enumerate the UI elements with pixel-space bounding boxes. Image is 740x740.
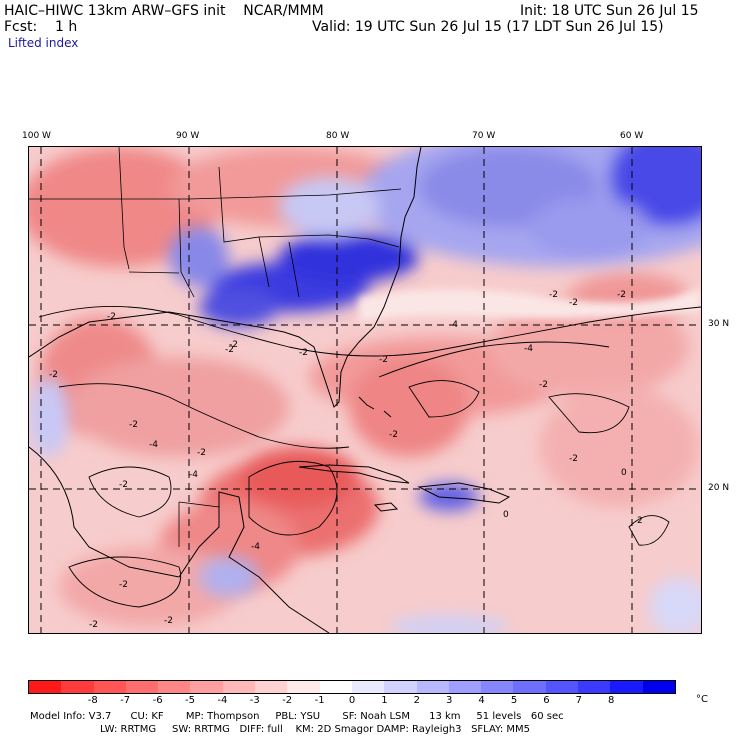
contour-label: -2 xyxy=(107,312,116,322)
colorbar-tick-label: 5 xyxy=(510,695,518,706)
colorbar-tick-label: 0 xyxy=(348,695,356,706)
neutral-band xyxy=(359,287,701,322)
colorbar-swatch xyxy=(642,681,675,693)
contour-label: -2 xyxy=(299,348,308,358)
contour-label: -2 xyxy=(225,345,234,355)
contour-label: -2 xyxy=(569,454,578,464)
contour-label: -2 xyxy=(119,480,128,490)
contour-label: -2 xyxy=(49,370,58,380)
colorbar-tick-label: 4 xyxy=(478,695,485,706)
contour-label: -2 xyxy=(379,355,388,365)
contour-label: 0 xyxy=(503,510,509,520)
lon-label-80w: 80 W xyxy=(326,131,350,141)
colorbar-tick-label: -3 xyxy=(249,695,260,706)
contour-label: -2 xyxy=(197,448,206,458)
colorbar-swatch xyxy=(125,681,159,693)
contour-label: -2 xyxy=(539,380,548,390)
lat-label-20n: 20 N xyxy=(708,483,730,493)
contour-label: -4 xyxy=(251,542,260,552)
colorbar-swatch xyxy=(29,681,62,693)
colorbar-unit: °C xyxy=(696,694,708,705)
contour-label: 0 xyxy=(621,468,627,478)
contour-label: -2 xyxy=(129,420,138,430)
borders xyxy=(29,147,402,547)
lon-label-60w: 60 W xyxy=(620,131,644,141)
contour-label: -2 xyxy=(89,620,98,630)
contour-label: -2 xyxy=(119,580,128,590)
contour-label: 2 xyxy=(637,516,643,526)
colorbar-swatch xyxy=(93,681,126,693)
colorbar-tick-label: -1 xyxy=(314,695,325,706)
colorbar-tick-label: -2 xyxy=(282,695,293,706)
model-info-line1: Model Info: V3.7 CU: KF MP: Thompson PBL… xyxy=(30,711,564,722)
field-name: Lifted index xyxy=(8,36,79,50)
colorbar-swatch xyxy=(384,681,417,693)
colorbar-swatch xyxy=(61,681,94,693)
init-time: Init: 18 UTC Sun 26 Jul 15 xyxy=(520,3,699,19)
colorbar-swatch xyxy=(222,681,256,693)
colorbar-swatch xyxy=(578,681,611,693)
colorbar-swatch xyxy=(158,681,191,693)
colorbar-tick-label: -7 xyxy=(120,695,131,706)
colorbar-swatch xyxy=(351,681,385,693)
colorbar-swatch xyxy=(319,681,352,693)
positive-li-regions xyxy=(29,147,701,633)
colorbar-swatch xyxy=(481,681,514,693)
colorbar-swatch xyxy=(287,681,320,693)
contour-label: -2 xyxy=(389,430,398,440)
map-canvas: -2 -2 -2 -2 -2 -2 -2 -4 -4 -4 -2 -2 -2 -… xyxy=(29,147,701,633)
model-info-line2: LW: RRTMG SW: RRTMG DIFF: full KM: 2D Sm… xyxy=(100,724,530,735)
colorbar-tick-label: -6 xyxy=(152,695,163,706)
contour-label: -4 xyxy=(149,440,158,450)
forecast-hour: Fcst: 1 h xyxy=(4,19,78,35)
colorbar-swatch xyxy=(416,681,449,693)
contour-label-group: -2 -2 -2 -2 -2 -2 -2 -4 -4 -4 -2 -2 -2 -… xyxy=(49,290,643,630)
colorbar-tick-label: 8 xyxy=(608,695,615,706)
colorbar-tick-label: 7 xyxy=(575,695,582,706)
lifted-index-map: -2 -2 -2 -2 -2 -2 -2 -4 -4 -4 -2 -2 -2 -… xyxy=(28,146,702,634)
colorbar-swatch xyxy=(545,681,579,693)
model-title: HAIC–HIWC 13km ARW–GFS init NCAR/MMM xyxy=(4,3,324,19)
contour-label: -2 xyxy=(617,290,626,300)
colorbar-swatch xyxy=(255,681,288,693)
colorbar-tick-label: -8 xyxy=(87,695,98,706)
contour-label: -4 xyxy=(189,470,198,480)
lon-label-100w: 100 W xyxy=(22,131,51,141)
colorbar-tick-label: 6 xyxy=(543,695,550,706)
colorbar-swatch xyxy=(610,681,643,693)
coastlines xyxy=(29,147,511,633)
colorbar-swatch xyxy=(448,681,482,693)
lat-label-30n: 30 N xyxy=(708,319,730,329)
lon-label-70w: 70 W xyxy=(472,131,496,141)
contour-label: -2 xyxy=(549,290,558,300)
colorbar-tick-label: 1 xyxy=(381,695,388,706)
colorbar-tick-label: 2 xyxy=(413,695,420,706)
contour-label: -4 xyxy=(524,344,533,354)
li-contours xyxy=(38,306,701,608)
colorbar-tick-label: -5 xyxy=(185,695,195,706)
graticule xyxy=(29,147,701,633)
lon-label-90w: 90 W xyxy=(176,131,200,141)
colorbar-swatch xyxy=(513,681,546,693)
colorbar-tick-label: 3 xyxy=(446,695,453,706)
contour-label: -2 xyxy=(229,340,238,350)
colorbar xyxy=(28,680,676,694)
contour-label: -2 xyxy=(164,616,173,626)
valid-time: Valid: 19 UTC Sun 26 Jul 15 (17 LDT Sun … xyxy=(312,19,664,35)
contour-label: -2 xyxy=(569,298,578,308)
colorbar-tick-label: -4 xyxy=(217,695,228,706)
contour-label: -4 xyxy=(449,320,458,330)
colorbar-swatch xyxy=(190,681,223,693)
